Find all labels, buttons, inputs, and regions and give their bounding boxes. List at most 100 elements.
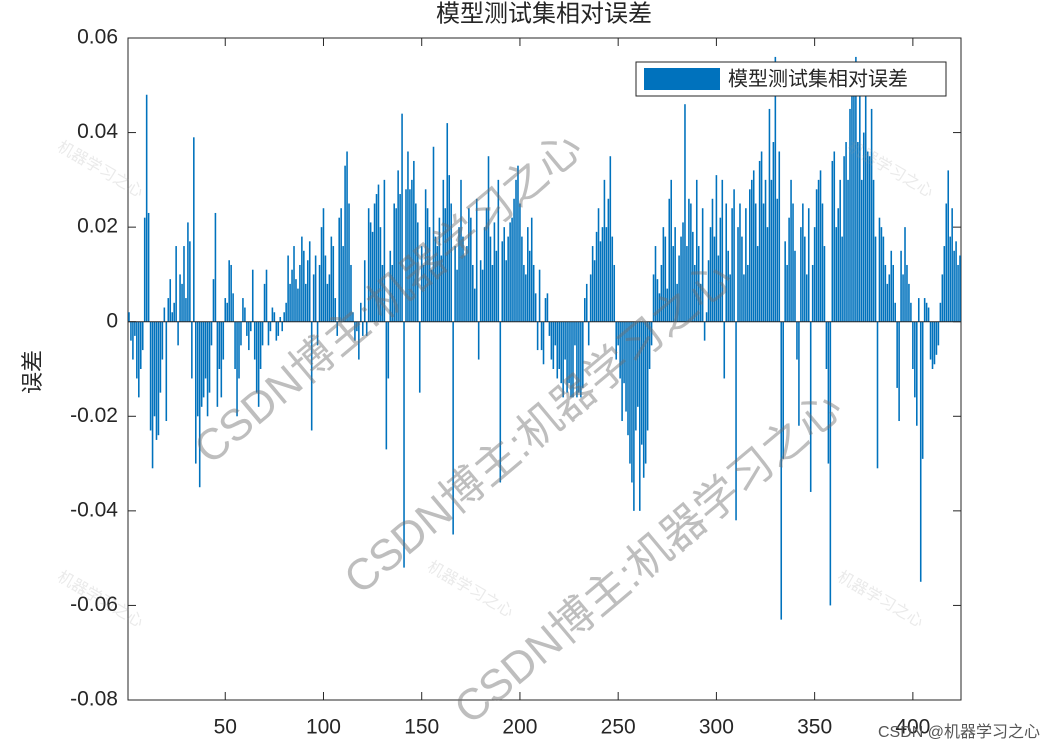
bar xyxy=(499,321,502,483)
bar xyxy=(896,321,898,388)
bar xyxy=(393,203,395,322)
bar xyxy=(532,264,535,322)
bar xyxy=(955,241,957,322)
bar xyxy=(686,246,688,322)
bar xyxy=(428,227,431,322)
bar xyxy=(371,231,374,322)
bar xyxy=(346,151,348,322)
bar xyxy=(633,321,635,511)
bar xyxy=(446,123,449,322)
bar xyxy=(654,246,657,322)
bar xyxy=(375,194,378,322)
bar xyxy=(550,321,553,360)
bar xyxy=(363,260,366,322)
bar xyxy=(703,321,706,341)
bar xyxy=(578,321,580,393)
bar xyxy=(878,217,881,322)
bar xyxy=(420,246,423,322)
bar xyxy=(236,321,238,417)
bar xyxy=(731,208,733,322)
bar xyxy=(322,208,325,322)
bar xyxy=(815,189,818,322)
bar xyxy=(711,198,714,322)
bar xyxy=(542,321,545,365)
bar xyxy=(562,321,564,398)
bar xyxy=(330,236,333,322)
bar xyxy=(224,298,227,322)
bar xyxy=(141,321,144,351)
bar xyxy=(589,274,592,322)
bar xyxy=(947,170,950,322)
bar xyxy=(900,250,902,322)
bar xyxy=(312,274,315,322)
bar xyxy=(242,298,244,322)
bar xyxy=(817,179,820,322)
bar xyxy=(782,321,784,459)
bar xyxy=(139,321,142,369)
bar xyxy=(338,217,340,322)
bar xyxy=(894,302,896,322)
bar xyxy=(774,56,777,322)
bar xyxy=(293,246,295,322)
bar xyxy=(770,179,773,322)
bar xyxy=(890,250,893,322)
bar xyxy=(179,274,181,322)
bar xyxy=(876,321,879,469)
bar xyxy=(136,321,138,379)
bar xyxy=(798,321,800,426)
bar xyxy=(872,179,875,322)
bar xyxy=(733,189,735,322)
chart-title: 模型测试集相对误差 xyxy=(436,0,652,28)
bar xyxy=(768,108,771,322)
bar xyxy=(766,227,769,322)
bar xyxy=(462,236,464,322)
bar xyxy=(576,321,578,398)
bar xyxy=(695,179,698,322)
bar xyxy=(917,298,920,322)
bar xyxy=(246,321,248,336)
bar xyxy=(397,170,399,322)
bar xyxy=(289,283,291,322)
bar xyxy=(684,104,686,322)
bar xyxy=(743,274,745,322)
bar xyxy=(448,175,451,322)
bar xyxy=(540,321,543,351)
bar xyxy=(660,264,663,322)
y-tick-label: -0.02 xyxy=(70,404,118,427)
bar xyxy=(615,321,617,360)
bar xyxy=(617,321,619,346)
bar xyxy=(297,288,299,322)
bar xyxy=(460,179,462,322)
bar xyxy=(250,321,252,332)
bar xyxy=(206,321,209,417)
bar xyxy=(631,321,633,483)
bar xyxy=(672,246,674,322)
bar xyxy=(644,321,647,464)
bar xyxy=(350,264,352,322)
bar xyxy=(409,189,411,322)
bar xyxy=(556,321,559,379)
bar xyxy=(784,241,786,322)
bar xyxy=(507,236,509,322)
bar xyxy=(220,321,223,398)
bar xyxy=(413,160,415,322)
bar xyxy=(786,264,788,322)
bar xyxy=(949,236,951,322)
bar xyxy=(568,321,570,384)
bar xyxy=(737,227,739,322)
bar xyxy=(365,321,368,336)
bar xyxy=(369,222,372,322)
bar xyxy=(196,321,199,417)
bar xyxy=(580,321,582,398)
bar xyxy=(212,279,215,322)
bar xyxy=(395,208,397,322)
bar xyxy=(230,264,232,322)
bar xyxy=(153,321,156,417)
bar xyxy=(945,203,948,322)
bar xyxy=(754,203,757,322)
bar xyxy=(424,189,427,322)
bar xyxy=(244,307,246,322)
bar xyxy=(401,113,403,322)
bar xyxy=(619,321,621,379)
